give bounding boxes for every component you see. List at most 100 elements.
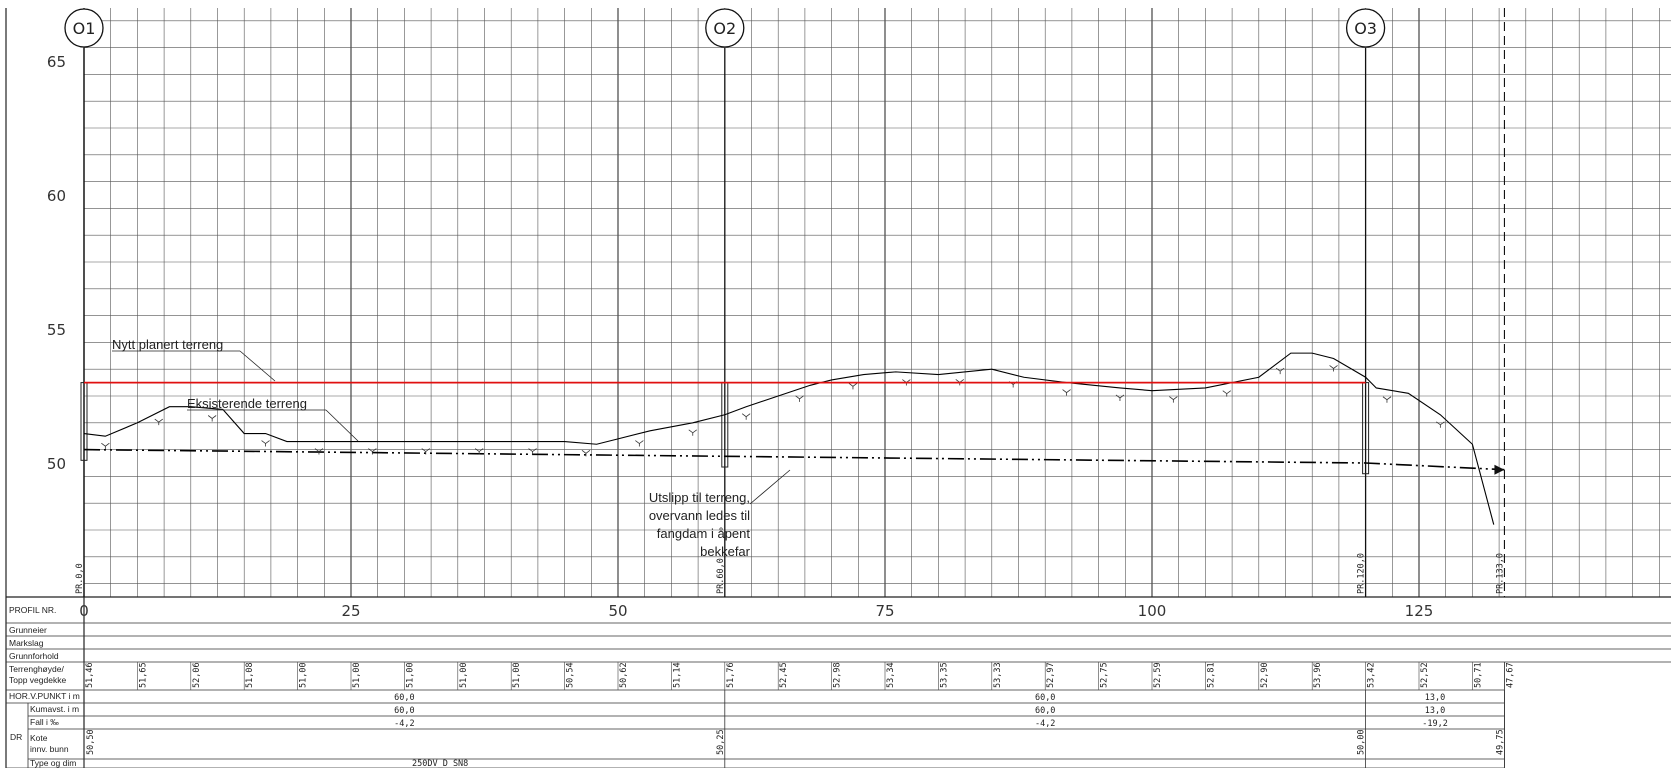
elevation-tick-label: 55 — [47, 321, 66, 339]
profile-marker-label: PR.120,0 — [1357, 553, 1367, 594]
manhole-label: O2 — [713, 19, 736, 38]
row-label-kote-2: innv. bunn — [30, 744, 69, 754]
drawing-frame — [5, 8, 1671, 768]
elevation-tick-label: 60 — [47, 187, 66, 205]
grid — [83, 8, 1671, 597]
terrain-tick — [1329, 365, 1338, 372]
elevation-axis: 65 60 55 50 — [47, 53, 66, 473]
terrain-value: 47,67 — [1505, 662, 1515, 688]
row-label-kumavst: Kumavst. i m — [30, 704, 79, 714]
annotation-outlet-line-4: bekkefar — [700, 544, 751, 559]
annotation-outlet-leader — [749, 469, 791, 505]
terrain-value: 50,71 — [1473, 662, 1483, 688]
terrain-tick — [101, 442, 110, 450]
row-label-profil: PROFIL NR. — [9, 605, 56, 615]
station-tick-label: 75 — [875, 602, 894, 620]
row-label-grunneier: Grunneier — [9, 625, 47, 635]
manhole-label: O3 — [1354, 19, 1377, 38]
terrain-value: 52,81 — [1206, 662, 1216, 688]
manhole-circle — [1345, 8, 1386, 48]
terrain-tick — [1382, 396, 1392, 403]
station-tick-label: 0 — [79, 602, 89, 620]
terrain-value: 52,52 — [1420, 662, 1430, 688]
terrain-value: 51,76 — [726, 662, 736, 688]
hor-value: 13,0 — [1425, 693, 1445, 703]
annotation-new-terrain-leader — [239, 350, 276, 382]
annotations: Nytt planert terreng Eksisterende terren… — [112, 337, 791, 559]
annotation-outlet: Utslipp til terreng, overvann ledes til … — [649, 469, 791, 559]
outlet-arrow-icon — [1494, 464, 1505, 475]
station-axis: 0255075100125150175200225250275 — [79, 602, 1434, 620]
terrain-tick — [635, 440, 644, 447]
profile-table: PROFIL NR. Grunneier Markslag Grunnforho… — [6, 605, 1671, 768]
terrain-value: 51,00 — [459, 662, 469, 688]
terrain-tick — [795, 395, 804, 402]
terrain-tick — [688, 429, 697, 436]
hor-value: 60,0 — [394, 693, 414, 703]
annotation-existing-terrain: Eksisterende terreng — [187, 396, 307, 411]
elevation-tick-label: 65 — [47, 53, 66, 71]
terrain-value: 53,96 — [1313, 662, 1323, 688]
terrain-tick — [1115, 394, 1125, 401]
elevation-tick-label: 50 — [47, 455, 66, 473]
row-label-kote-1: Kote — [30, 733, 48, 743]
terrain-value: 50,62 — [619, 662, 629, 688]
terrain-value: 51,08 — [245, 662, 255, 688]
annotation-outlet-line-3: fangdam i åpent — [657, 526, 751, 541]
terrain-tick — [1222, 390, 1231, 397]
fall-value: -19,2 — [1422, 719, 1448, 729]
station-tick-label: 100 — [1138, 602, 1167, 620]
terrain-value: 51,00 — [352, 662, 362, 688]
terrain-value: 51,00 — [405, 662, 415, 688]
manhole-circle — [705, 8, 745, 48]
station-tick-label: 50 — [608, 602, 627, 620]
row-label-terreng-2: Topp vegdekke — [9, 675, 66, 685]
kumavst-value: 13,0 — [1425, 706, 1445, 716]
terrain-value: 53,34 — [886, 662, 896, 688]
terrain-value: 50,54 — [566, 662, 576, 688]
terrain-tick — [421, 448, 430, 455]
pipe-line — [83, 448, 1505, 471]
profile-marker-label: PR.133,0 — [1495, 553, 1505, 594]
terrain-profiles — [83, 352, 1495, 525]
fall-value: -4,2 — [394, 719, 414, 729]
profile-markers: PR.0,0 PR.60,0 PR.120,0 PR.133,0 — [75, 553, 1505, 594]
station-tick-label: 125 — [1405, 602, 1434, 620]
terrain-value: 52,06 — [192, 662, 202, 688]
terrain-value: 52,97 — [1046, 662, 1056, 688]
terrain-tick — [848, 383, 858, 390]
terrain-tick — [474, 448, 484, 455]
invert-value: 50,50 — [86, 729, 96, 755]
kumavst-value: 60,0 — [1035, 706, 1055, 716]
terrain-value: 51,00 — [512, 662, 522, 688]
terrain-tick — [1062, 389, 1071, 396]
invert-value: 50,25 — [716, 729, 726, 755]
pipe-type-value: 250DV_D SN8 — [412, 759, 468, 768]
terrain-value: 52,90 — [1260, 662, 1270, 688]
terrain-tick — [314, 448, 324, 455]
row-label-hor: HOR.V.PUNKT i m — [9, 691, 80, 701]
annotation-outlet-line-2: overvann ledes til — [649, 508, 750, 523]
manhole-markers: O1 O2 O3 — [64, 8, 1505, 597]
terrain-tick — [1169, 396, 1178, 403]
row-label-terreng-1: Terrenghøyde/ — [9, 664, 64, 674]
terrain-tick — [741, 413, 751, 420]
terrain-tick — [581, 450, 591, 457]
manhole-label: O1 — [73, 19, 96, 38]
annotation-outlet-line-1: Utslipp til terreng, — [649, 490, 750, 505]
existing-terrain-line — [83, 352, 1495, 525]
terrain-value: 51,14 — [672, 662, 682, 688]
row-label-fall: Fall i ‰ — [30, 717, 59, 727]
profile-marker-label: PR.60,0 — [716, 558, 726, 594]
row-label-grunnforhold: Grunnforhold — [9, 651, 59, 661]
profile-marker-label: PR.0,0 — [75, 563, 85, 594]
terrain-tick — [368, 448, 377, 455]
manhole-circle — [64, 8, 104, 48]
hor-value: 60,0 — [1035, 693, 1055, 703]
annotation-existing-terrain-leader — [325, 409, 359, 442]
invert-value: 50,00 — [1357, 729, 1367, 755]
terrain-tick — [154, 418, 163, 426]
station-tick-label: 25 — [341, 602, 360, 620]
row-label-type: Type og dim — [30, 758, 76, 768]
